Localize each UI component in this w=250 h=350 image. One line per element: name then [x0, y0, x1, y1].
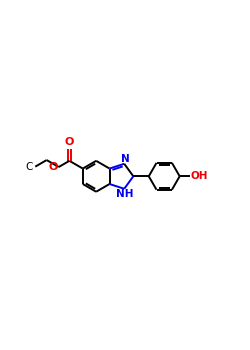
Text: O: O: [48, 162, 58, 172]
Text: C: C: [26, 162, 33, 172]
Text: OH: OH: [191, 171, 208, 181]
Text: NH: NH: [116, 189, 134, 200]
Text: N: N: [121, 154, 130, 164]
Text: O: O: [65, 137, 74, 147]
